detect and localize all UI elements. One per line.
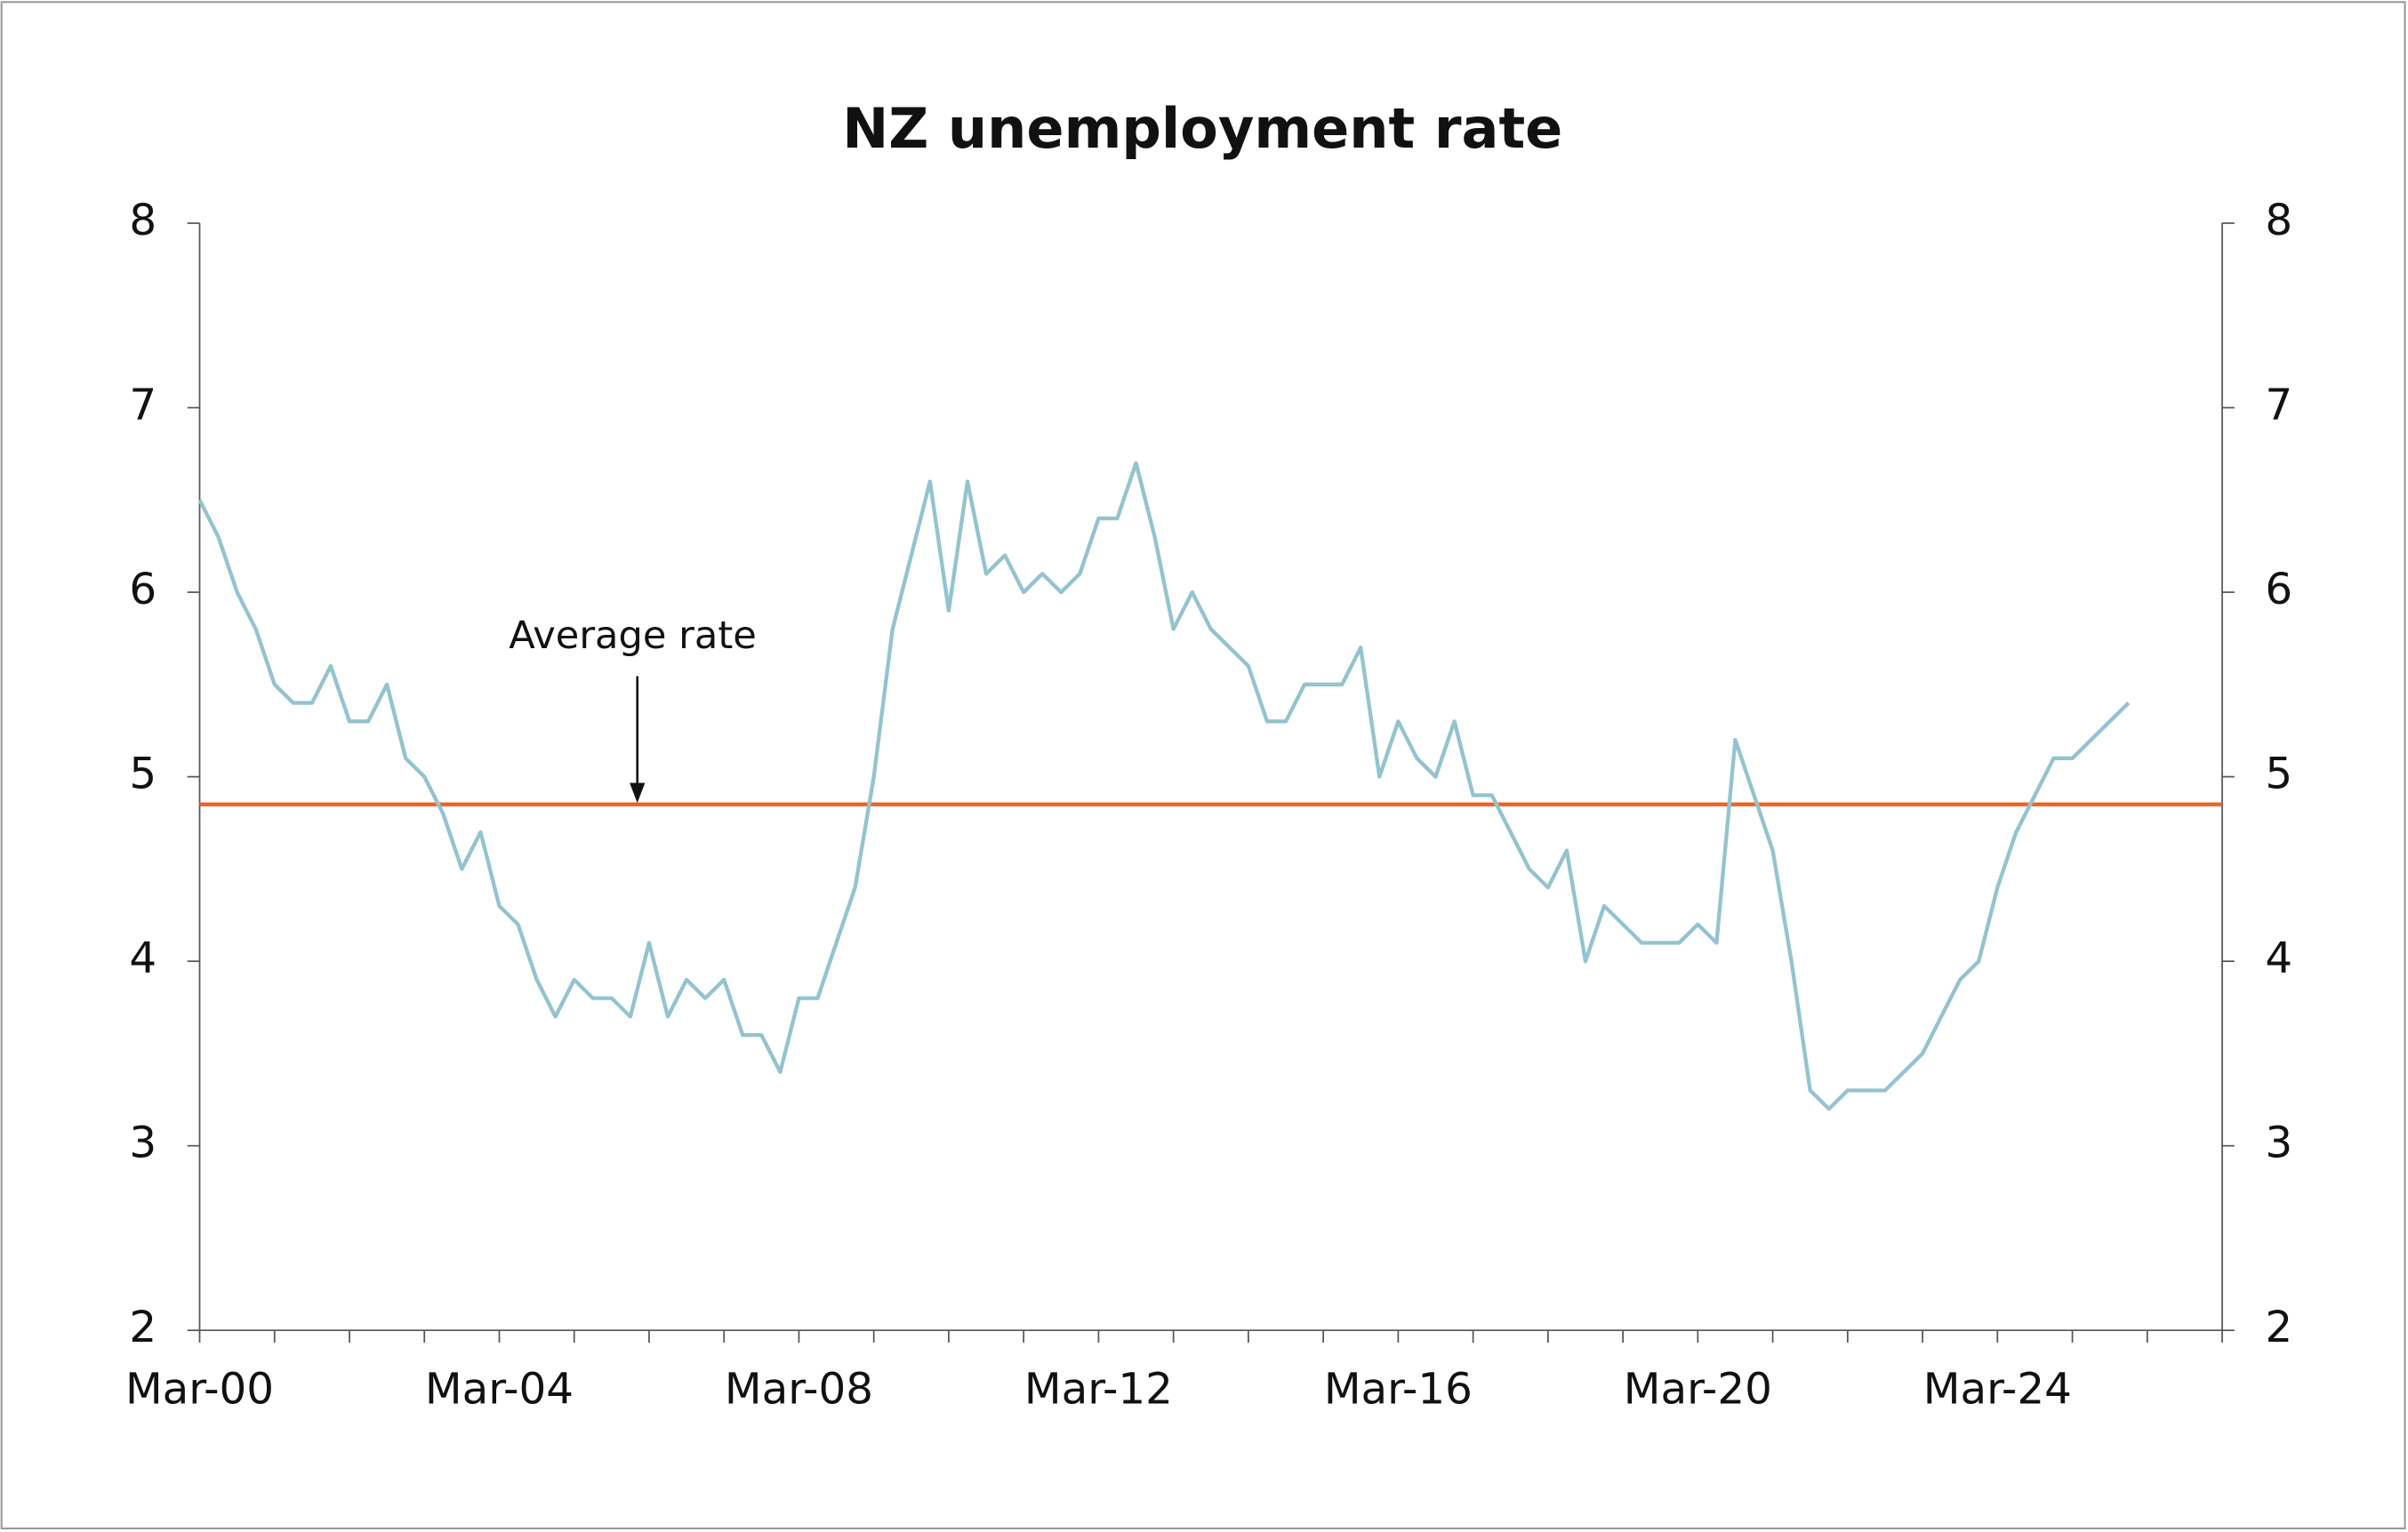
- x-tick-label: Mar-00: [125, 1364, 274, 1414]
- y2-tick-label: 8: [2265, 196, 2292, 245]
- average-arrowhead: [630, 782, 646, 803]
- y2-tick-label: 7: [2265, 381, 2292, 430]
- x-tick-label: Mar-24: [1923, 1364, 2072, 1414]
- x-tick-label: Mar-08: [725, 1364, 873, 1414]
- y2-tick-label: 3: [2265, 1119, 2292, 1168]
- y2-tick-label: 6: [2265, 565, 2292, 614]
- series-line: [197, 461, 2131, 1111]
- y-tick-label: 8: [129, 196, 157, 245]
- chart-title: NZ unemployment rate: [842, 96, 1562, 161]
- y-tick-label: 6: [129, 565, 157, 614]
- x-tick-label: Mar-20: [1624, 1364, 1772, 1414]
- x-tick-label: Mar-12: [1024, 1364, 1173, 1414]
- y2-tick-label: 4: [2265, 934, 2292, 983]
- y-tick-label: 2: [129, 1303, 157, 1352]
- y-tick-label: 4: [129, 934, 157, 983]
- y-tick-label: 7: [129, 381, 157, 430]
- y-tick-label: 5: [129, 750, 157, 799]
- y2-tick-label: 2: [2265, 1303, 2292, 1352]
- y-tick-label: 3: [129, 1119, 157, 1168]
- average-label: Average rate: [509, 614, 757, 658]
- y2-tick-label: 5: [2265, 750, 2292, 799]
- x-tick-label: Mar-04: [425, 1364, 574, 1414]
- x-tick-label: Mar-16: [1324, 1364, 1473, 1414]
